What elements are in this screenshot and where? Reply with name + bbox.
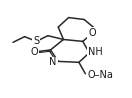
Text: S: S — [33, 36, 39, 46]
Text: N: N — [49, 57, 57, 67]
Text: O: O — [88, 28, 96, 38]
Text: O: O — [30, 47, 38, 57]
Text: NH: NH — [88, 47, 102, 57]
Text: O–Na: O–Na — [88, 70, 114, 80]
